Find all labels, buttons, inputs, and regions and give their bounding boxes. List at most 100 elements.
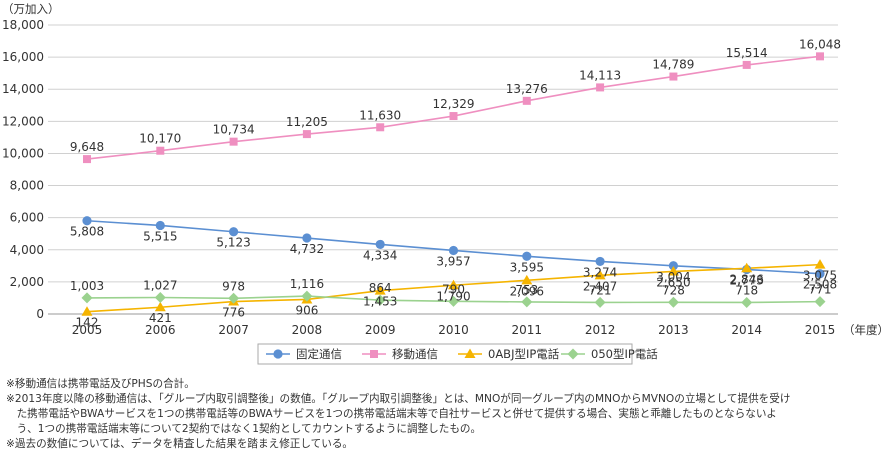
y-tick-label: 14,000 — [2, 82, 44, 96]
y-tick-label: 12,000 — [2, 114, 44, 128]
data-label: 2,096 — [510, 284, 544, 298]
y-tick-label: 10,000 — [2, 146, 44, 160]
data-point — [522, 96, 531, 105]
data-label: 11,630 — [359, 108, 401, 122]
data-point — [814, 296, 826, 308]
data-label: 776 — [222, 306, 245, 320]
data-label: 1,027 — [143, 279, 177, 293]
footnote: ※過去の数値については、データを精査した結果を踏まえ修正している。 — [6, 438, 354, 450]
data-point — [814, 259, 826, 269]
data-point — [302, 233, 312, 243]
data-label: 5,515 — [143, 229, 177, 243]
chart-svg: 0 2,000 4,000 6,000 8,000 10,000 12,000 14,000 1… — [2, 2, 884, 365]
data-point — [742, 60, 751, 69]
data-point — [667, 296, 679, 308]
y-tick-label: 4,000 — [10, 243, 44, 257]
data-point — [668, 261, 679, 271]
y-tick-label: 2,000 — [10, 275, 44, 289]
y-tick-label: 0 — [36, 307, 44, 321]
x-tick-label: 2014 — [731, 323, 762, 337]
data-label: 14,789 — [652, 58, 694, 72]
data-label: 16,048 — [799, 37, 841, 51]
data-label: 10,734 — [213, 123, 255, 137]
data-label: 3,595 — [510, 260, 544, 274]
data-point — [229, 137, 238, 146]
data-label: 2,407 — [583, 279, 617, 293]
footnotes: ※移動通信は携帯電話及びPHSの合計。 ※2013年度以降の移動通信は、「グルー… — [6, 377, 881, 452]
data-label: 11,205 — [286, 115, 328, 129]
legend-marker — [273, 349, 283, 359]
x-tick-label: 2007 — [218, 323, 249, 337]
data-point — [816, 52, 824, 61]
y-tick-label: 18,000 — [2, 18, 44, 32]
data-point — [376, 123, 385, 132]
data-point — [154, 292, 166, 304]
legend-box — [257, 343, 633, 365]
x-tick-label: 2011 — [512, 323, 543, 337]
legend-marker — [567, 348, 579, 360]
data-label: 906 — [295, 303, 318, 317]
x-tick-label: 2013 — [658, 323, 689, 337]
data-label: 142 — [76, 316, 99, 330]
data-label: 5,808 — [70, 225, 104, 239]
x-tick-label: 2005 — [72, 323, 103, 337]
data-label: 978 — [222, 279, 245, 293]
data-label: 3,075 — [803, 269, 837, 283]
x-tick-label: 2006 — [145, 323, 176, 337]
data-point — [449, 112, 458, 121]
data-point — [375, 239, 385, 250]
data-point — [82, 216, 92, 226]
footnote: ※移動通信は携帯電話及びPHSの合計。 — [6, 378, 195, 390]
y-tick-label: 8,000 — [10, 179, 44, 193]
data-point — [302, 130, 311, 139]
data-label: 3,274 — [583, 265, 617, 279]
data-label: 1,003 — [70, 279, 104, 293]
data-point — [741, 262, 753, 273]
x-tick-label: 2009 — [365, 323, 396, 337]
data-label: 421 — [149, 311, 172, 325]
data-point — [594, 296, 606, 308]
data-label: 15,514 — [726, 46, 768, 60]
data-label: 5,123 — [216, 236, 250, 250]
footnote: ※2013年度以降の移動通信は、「グループ内取引調整後」の数値。「グループ内取引… — [6, 393, 791, 405]
footnote: う、1つの携帯電話端末等について2契約ではなく1契約としてカウントするように調整… — [6, 423, 482, 435]
data-label: 9,648 — [70, 140, 104, 154]
data-label: 1,790 — [436, 289, 470, 303]
data-label: 3,004 — [656, 270, 690, 284]
data-point — [154, 301, 166, 312]
x-tick-label: 2010 — [438, 323, 469, 337]
data-point — [228, 292, 240, 304]
data-label: 4,732 — [290, 242, 324, 256]
x-axis-title: （年度） — [843, 323, 884, 337]
data-point — [229, 227, 239, 237]
data-label: 1,453 — [363, 295, 397, 309]
subscriber-line-chart: 0 2,000 4,000 6,000 8,000 10,000 12,000 14,000 1… — [2, 2, 884, 365]
data-label: 10,170 — [139, 132, 181, 146]
legend-label: 移動通信 — [392, 347, 438, 361]
data-point — [156, 146, 165, 155]
x-tick-label: 2015 — [805, 323, 836, 337]
data-label: 718 — [735, 283, 758, 297]
data-point — [374, 294, 386, 306]
data-label: 12,329 — [433, 97, 475, 111]
y-tick-label: 16,000 — [2, 50, 44, 64]
data-point — [669, 72, 678, 81]
data-point — [83, 155, 91, 164]
data-point — [448, 245, 459, 256]
legend-label: 固定通信 — [296, 347, 342, 361]
data-point — [448, 279, 459, 290]
data-point — [521, 296, 533, 308]
x-tick-label: 2008 — [292, 323, 323, 337]
data-point — [81, 292, 93, 304]
data-label: 14,113 — [579, 68, 621, 82]
footnote: た携帯電話やBWAサービスを1つの携帯電話等のBWAサービスを1つの携帯電話端末… — [6, 408, 777, 420]
data-label: 2,508 — [803, 278, 837, 292]
data-label: 753 — [515, 283, 538, 297]
x-tick-label: 2012 — [585, 323, 616, 337]
y-axis-title: （万加入） — [2, 2, 60, 16]
data-label: 721 — [589, 283, 612, 297]
data-point — [741, 296, 753, 308]
data-point — [521, 274, 533, 285]
data-point — [374, 285, 386, 295]
legend-label: 050型IP電話 — [591, 347, 658, 361]
